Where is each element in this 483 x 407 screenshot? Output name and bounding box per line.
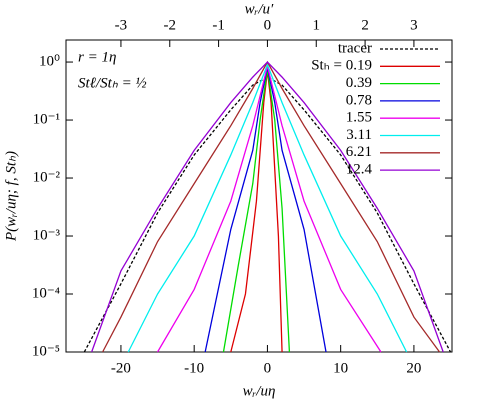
series-line [222, 69, 291, 353]
x-tick-label: -10 [184, 360, 204, 376]
x2-tick-label: 1 [313, 17, 321, 33]
x2-axis-label: wᵣ/u′ [245, 1, 274, 17]
legend-label: Stₕ = 0.19 [311, 58, 372, 74]
legend-label: 0.39 [346, 75, 372, 91]
y-tick-label: 10⁻³ [33, 227, 61, 243]
annotation: r = 1η [78, 49, 116, 65]
y-tick-label: 10⁻⁴ [32, 285, 60, 301]
x2-tick-label: -1 [212, 17, 225, 33]
legend-label: tracer [338, 40, 372, 56]
x-tick-label: -20 [111, 360, 131, 376]
x2-tick-label: 0 [264, 17, 272, 33]
series-line [230, 70, 283, 353]
x2-tick-label: 2 [361, 17, 369, 33]
legend-label: 0.78 [346, 92, 372, 108]
x-tick-label: 20 [406, 360, 421, 376]
y-tick-label: 10⁰ [39, 53, 60, 69]
series-line [91, 61, 444, 353]
x2-tick-label: 3 [410, 17, 418, 33]
series-line [127, 62, 408, 353]
legend-label: 1.55 [346, 110, 372, 126]
x2-tick-label: -2 [164, 17, 177, 33]
plot-frame [65, 39, 453, 353]
series-line [83, 76, 452, 353]
y-axis-label: P(wᵣ/uη; f, Stₕ) [3, 151, 19, 242]
x-tick-label: 0 [264, 360, 272, 376]
y-tick-label: 10⁻⁵ [32, 343, 60, 359]
x-axis-label: wᵣ/uη [243, 383, 276, 399]
legend-label: 3.11 [346, 127, 372, 143]
annotation: Stℓ/Stₕ = ½ [78, 75, 147, 91]
y-tick-label: 10⁻² [33, 169, 61, 185]
legend-label: 6.21 [346, 144, 372, 160]
x2-tick-label: -3 [115, 17, 128, 33]
x-tick-label: 10 [333, 360, 348, 376]
y-tick-label: 10⁻¹ [33, 111, 60, 127]
legend-label: 12.4 [346, 162, 373, 178]
